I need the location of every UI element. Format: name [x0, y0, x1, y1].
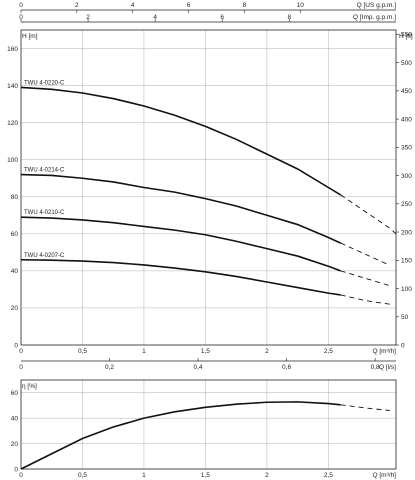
- head-y-tick-label: 140: [7, 83, 18, 90]
- efficiency-plot-frame: [20, 379, 397, 470]
- head-curve-twu-4-0214-c: [20, 173, 341, 244]
- head-y-tick-label: 80: [11, 194, 19, 201]
- efficiency-curve-extension: [340, 404, 390, 411]
- head-curve-extension: [340, 294, 390, 305]
- head-right-tick-label: 250: [401, 201, 412, 208]
- ls-tick-label: 0,2: [105, 364, 114, 371]
- head-curve-extension: [340, 242, 391, 266]
- head-x-tick-label: 2: [265, 348, 269, 355]
- head-right-tick-label: 100: [401, 286, 412, 293]
- us-gpm-tick-label: 2: [75, 2, 79, 9]
- efficiency-y-tick-label: 40: [11, 415, 19, 422]
- head-y-tick-label: 20: [11, 305, 19, 312]
- head-right-axis-label: H [ft]: [399, 33, 413, 40]
- ls-axis-label: Q [l/s]: [379, 364, 396, 371]
- efficiency-y-tick-label: 60: [11, 390, 19, 397]
- imp-gpm-tick-label: 2: [86, 14, 90, 21]
- head-y-tick-label: 40: [11, 268, 19, 275]
- head-right-tick-label: 50: [401, 314, 409, 321]
- efficiency-x-tick-label: 2,5: [324, 472, 333, 479]
- head-y-axis-label: H [m]: [22, 33, 38, 40]
- efficiency-x-tick-label: 1,5: [201, 472, 210, 479]
- efficiency-x-axis-label: Q [m³/h]: [373, 472, 397, 479]
- imp-gpm-tick-label: 0: [19, 14, 23, 21]
- efficiency-x-tick-label: 0,5: [78, 472, 87, 479]
- head-curve-twu-4-0210-c: [20, 216, 341, 272]
- head-right-tick-label: 500: [401, 60, 412, 67]
- head-y-tick-label: 0: [14, 342, 18, 349]
- efficiency-x-tick-label: 2: [265, 472, 269, 479]
- us-gpm-tick-label: 10: [297, 2, 305, 9]
- head-x-tick-label: 0,5: [78, 348, 87, 355]
- head-y-tick-label: 100: [7, 157, 18, 164]
- us-gpm-tick-label: 0: [19, 2, 23, 9]
- head-right-tick-label: 150: [401, 258, 412, 265]
- imp-gpm-axis-label: Q [Imp. g.p.m.]: [353, 14, 396, 21]
- efficiency-y-tick-label: 20: [11, 441, 19, 448]
- head-curve-twu-4-0220-c: [20, 86, 342, 196]
- ls-tick-label: 0,8: [371, 364, 380, 371]
- head-right-tick-label: 200: [401, 229, 412, 236]
- head-curve-extension: [340, 270, 390, 287]
- head-y-tick-label: 160: [7, 46, 18, 53]
- head-right-tick-label: 300: [401, 173, 412, 180]
- head-curve-label: TWU 4-0210-C: [24, 210, 65, 216]
- head-curve-label: TWU 4-0214-C: [24, 168, 65, 174]
- ls-tick-label: 0: [19, 364, 23, 371]
- head-x-tick-label: 2,5: [324, 348, 333, 355]
- us-gpm-tick-label: 8: [243, 2, 247, 9]
- head-right-tick-label: 550: [401, 32, 412, 39]
- head-right-tick-label: 0: [401, 342, 405, 349]
- head-y-tick-label: 120: [7, 120, 18, 127]
- head-curve-label: TWU 4-0220-C: [24, 80, 65, 86]
- imp-gpm-tick-label: 6: [220, 14, 224, 21]
- head-x-axis-label: Q [m³/h]: [373, 348, 397, 355]
- head-plot-frame: [20, 29, 397, 346]
- efficiency-y-axis-label: η [%]: [22, 383, 37, 390]
- us-gpm-tick-label: 4: [131, 2, 135, 9]
- head-x-tick-label: 0: [19, 348, 23, 355]
- imp-gpm-tick-label: 8: [287, 14, 291, 21]
- head-curve-label: TWU 4-0207-C: [24, 253, 65, 259]
- efficiency-x-tick-label: 1: [142, 472, 146, 479]
- head-x-tick-label: 1,5: [201, 348, 210, 355]
- head-right-tick-label: 450: [401, 88, 412, 95]
- head-right-tick-label: 400: [401, 116, 412, 123]
- efficiency-x-tick-label: 0: [19, 472, 23, 479]
- ls-tick-label: 0,6: [282, 364, 291, 371]
- head-y-tick-label: 60: [11, 231, 19, 238]
- head-right-tick-label: 350: [401, 145, 412, 152]
- us-gpm-axis-label: Q [US g.p.m.]: [357, 2, 397, 9]
- ls-tick-label: 0,4: [194, 364, 203, 371]
- efficiency-curve: [20, 401, 341, 470]
- imp-gpm-tick-label: 4: [153, 14, 157, 21]
- head-x-tick-label: 1: [142, 348, 146, 355]
- head-curve-extension: [340, 194, 397, 235]
- head-curve-twu-4-0207-c: [20, 258, 341, 296]
- efficiency-y-tick-label: 0: [14, 466, 18, 473]
- us-gpm-tick-label: 6: [187, 2, 191, 9]
